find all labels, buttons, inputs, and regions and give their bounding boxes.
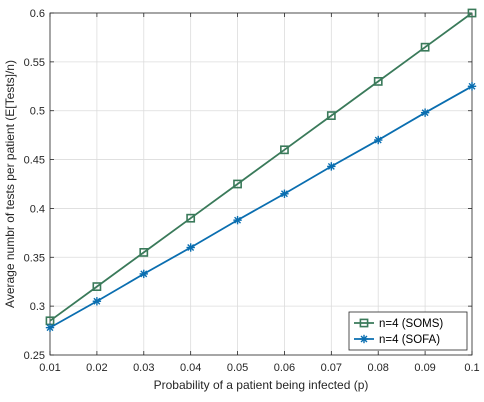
legend-item: n=4 (SOFA) [354,334,440,346]
square-marker [186,213,196,223]
series-square [45,8,477,326]
x-tick-label: 0.04 [180,362,201,374]
asterisk-marker [45,323,55,332]
asterisk-marker [92,297,102,306]
square-marker [420,42,430,52]
asterisk-marker [280,189,289,198]
series-line [49,85,473,329]
series-layer [45,8,477,332]
legend-label: n=4 (SOFA) [379,334,440,346]
square-marker [139,248,149,257]
asterisk-marker [359,334,369,344]
axis-ticks: 0.01 0.02 0.03 0.04 0.05 0.06 0.07 0.08 0.09 0.1 0… [24,8,480,374]
plot-area-frame [49,12,473,356]
y-tick-label: 0.6 [30,8,45,20]
x-tick-label: 0.08 [368,362,389,374]
y-tick-label: 0.25 [24,350,45,362]
x-tick-label: 0.06 [274,362,295,374]
y-tick-label: 0.55 [24,57,45,69]
square-marker [92,282,102,291]
x-tick-label: 0.09 [414,362,435,374]
y-tick-label: 0.35 [24,252,45,264]
y-tick-label: 0.45 [24,155,45,167]
square-marker [233,179,242,189]
asterisk-marker [139,269,148,279]
asterisk-marker [467,82,477,91]
x-tick-label: 0.03 [133,362,154,374]
x-tick-label: 0.05 [227,362,248,374]
series-asterisk [45,82,477,332]
asterisk-marker [420,108,430,117]
grid [49,12,473,356]
x-tick-label: 0.1 [464,362,479,374]
square-marker [373,77,383,86]
asterisk-marker [327,162,336,171]
y-tick-label: 0.5 [30,106,45,118]
square-marker [280,145,289,155]
legend-box [348,311,468,351]
legend-item: n=4 (SOMS) [354,318,443,330]
asterisk-marker [233,215,242,225]
asterisk-marker [374,135,383,145]
square-marker [326,111,336,120]
y-tick-label: 0.4 [30,203,45,215]
x-tick-label: 0.02 [86,362,107,374]
square-marker [467,8,477,18]
legend: n=4 (SOMS) n=4 (SOFA) [348,311,468,351]
series-line [49,12,473,322]
square-marker [359,318,369,328]
asterisk-marker [186,243,195,252]
legend-label: n=4 (SOMS) [379,318,443,330]
x-tick-label: 0.01 [39,362,60,374]
x-tick-label: 0.07 [321,362,342,374]
y-axis-label: Average numbr of tests per patient (E[Te… [3,60,17,308]
x-axis-label: Probability of a patient being infected … [154,378,369,392]
y-tick-label: 0.3 [30,301,45,313]
